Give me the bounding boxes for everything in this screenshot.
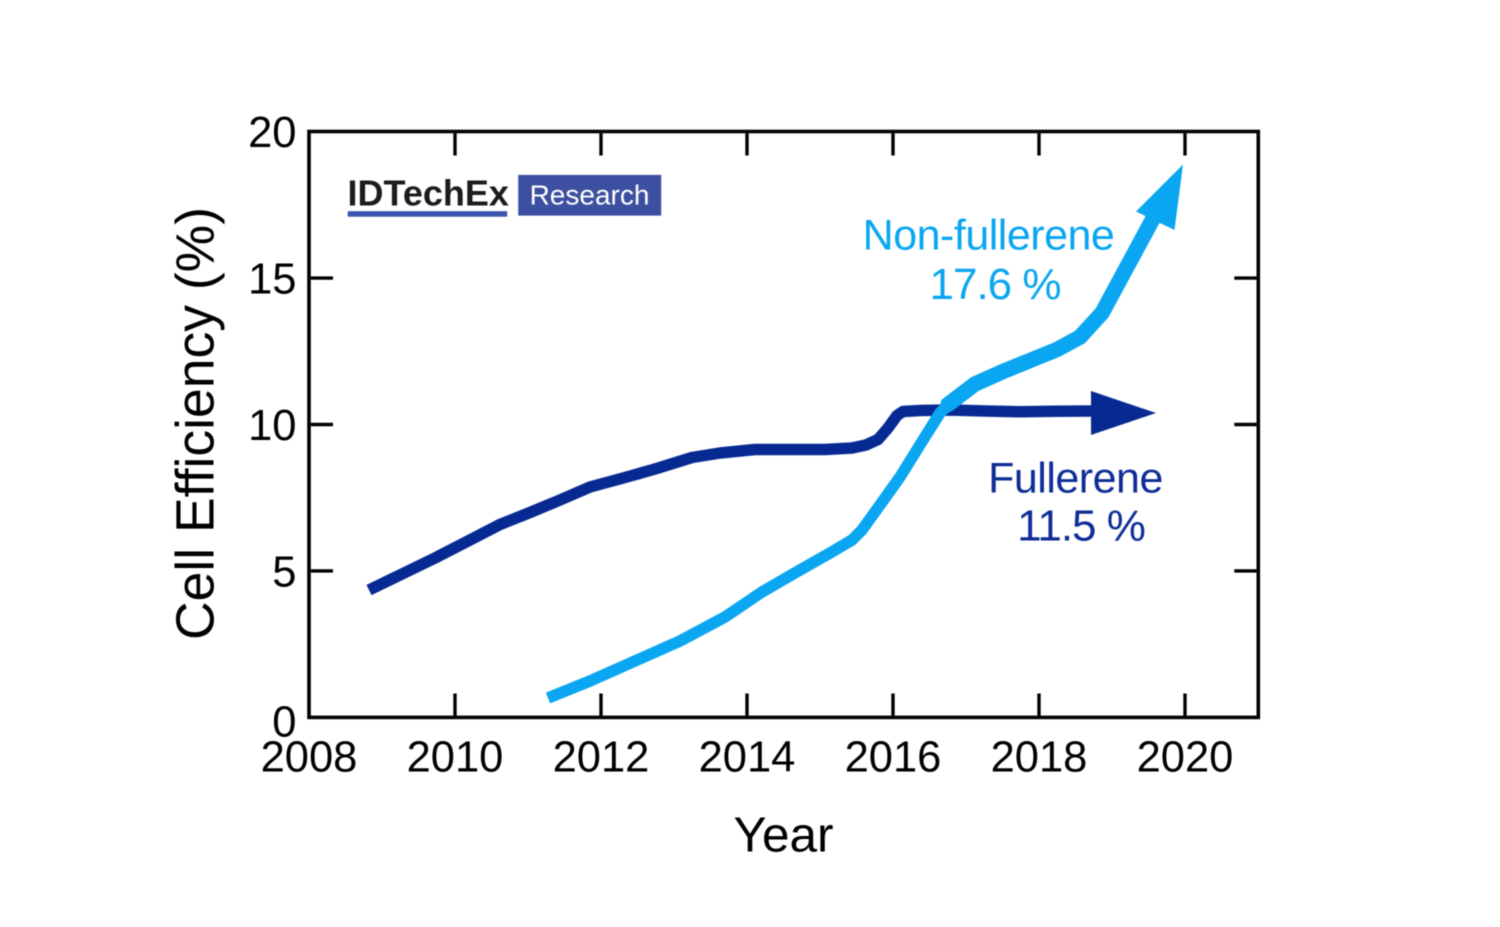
svg-text:Fullerene: Fullerene bbox=[988, 455, 1163, 503]
svg-text:20: 20 bbox=[248, 109, 296, 157]
svg-text:2010: 2010 bbox=[407, 734, 504, 782]
svg-text:2008: 2008 bbox=[261, 734, 358, 782]
svg-text:11.5 %: 11.5 % bbox=[1017, 502, 1145, 551]
svg-text:Research: Research bbox=[530, 180, 650, 211]
svg-text:2016: 2016 bbox=[845, 734, 942, 782]
svg-text:17.6 %: 17.6 % bbox=[930, 260, 1061, 309]
svg-text:2020: 2020 bbox=[1137, 734, 1234, 782]
svg-text:Cell Efficiency (%): Cell Efficiency (%) bbox=[167, 207, 226, 640]
svg-text:Year: Year bbox=[733, 807, 833, 862]
svg-text:IDTechEx: IDTechEx bbox=[348, 173, 509, 214]
svg-text:2018: 2018 bbox=[991, 734, 1088, 782]
svg-text:Non-fullerene: Non-fullerene bbox=[863, 212, 1115, 260]
svg-text:2012: 2012 bbox=[553, 734, 650, 782]
svg-text:10: 10 bbox=[248, 402, 296, 450]
svg-text:2014: 2014 bbox=[699, 734, 796, 782]
svg-text:15: 15 bbox=[248, 256, 296, 304]
svg-text:5: 5 bbox=[272, 548, 296, 596]
svg-text:0: 0 bbox=[272, 699, 296, 747]
